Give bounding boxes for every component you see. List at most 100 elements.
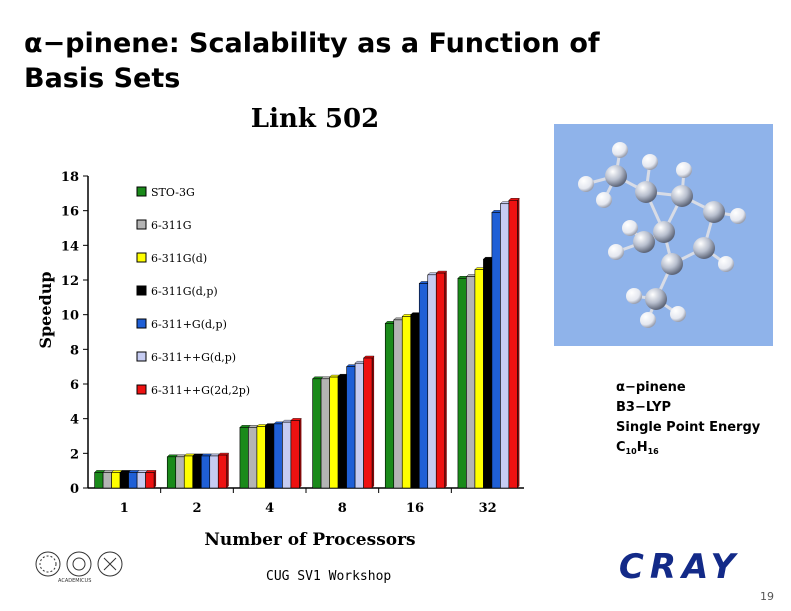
y-tick-label: 2 [70,447,79,462]
bar [128,472,138,489]
legend-label: 6-311G(d,p) [151,285,218,298]
bar [94,472,104,489]
page-number: 19 [760,590,774,603]
legend-label: 6-311++G(2d,2p) [151,384,250,397]
y-tick-label: 16 [61,205,79,220]
bar [145,472,155,489]
formula-h-sub: 16 [647,447,659,456]
footer-text: CUG SV1 Workshop [266,569,392,584]
y-tick-label: 14 [61,239,79,254]
bar [354,362,364,489]
plot-area [88,176,524,488]
y-tick-label: 4 [70,413,79,428]
bar [466,276,476,489]
caption-name: α−pinene [616,378,786,398]
bar [217,454,228,489]
bar [290,420,300,489]
bar [256,426,266,489]
bar [239,427,249,489]
legend-label: 6-311+G(d,p) [151,318,227,331]
caption-greek-alpha: α [616,380,625,395]
bar [183,455,194,489]
bar [329,376,339,489]
bar-top [508,198,520,201]
bar [136,472,146,489]
y-axis-label: Speedup [36,271,55,349]
bar [209,455,219,489]
bar-side [444,271,447,488]
legend-swatch [136,318,147,329]
bar [273,423,283,489]
bar [200,455,211,489]
x-tick-label: 2 [192,501,201,516]
bar [393,319,403,489]
y-tick-label: 6 [70,378,79,393]
x-tick-label: 4 [265,501,274,516]
molecule-image [554,124,773,346]
molecule-caption: α−pinene B3−LYP Single Point Energy C10H… [616,378,786,462]
bar-side [154,470,157,488]
bar-side [517,198,520,488]
legend-swatch [136,186,147,197]
bar-side [226,453,229,488]
y-tick-label: 18 [61,170,79,185]
bar [435,272,446,489]
seal-logos-icon: ACADEMICUS [35,551,123,584]
caption-name-rest: −pinene [624,380,686,395]
caption-formula: C10H16 [616,438,786,462]
molecule-3d-model [578,142,746,328]
cray-logo-text: CRAY [619,548,741,587]
x-tick-label: 32 [479,501,497,516]
bar [102,472,112,489]
legend-swatch [136,384,147,395]
x-tick-label: 1 [120,501,129,516]
bar [265,425,275,489]
bar [363,357,373,489]
cray-logo: CRAY [585,547,775,592]
x-tick-label: 8 [338,501,347,516]
bar [474,269,484,489]
legend-swatch [136,351,147,362]
y-tick-label: 0 [70,482,79,497]
y-tick-label: 8 [70,343,79,358]
university-logos: ACADEMICUS [34,548,134,588]
bar [457,277,467,489]
bar [312,378,322,489]
seal-caption: ACADEMICUS [58,578,91,584]
bar [119,472,129,489]
y-tick-label: 10 [61,309,79,324]
bar [320,378,330,489]
legend-label: 6-311++G(d,p) [151,351,236,364]
bar [500,203,510,489]
bar [491,212,501,489]
bar [508,199,518,489]
bar [418,283,429,489]
slide-title: α−pinene: Scalability as a Function of B… [24,26,664,96]
title-line2: Basis Sets [24,63,181,94]
bar-side [372,356,375,488]
legend-label: 6-311G(d) [151,252,207,265]
legend-swatch [136,252,147,263]
bar [111,472,121,489]
legend-label: STO-3G [151,186,195,199]
caption-task: Single Point Energy [616,420,761,435]
formula-h: H [636,440,648,455]
formula-c-sub: 10 [625,447,637,456]
formula-c: C [616,440,626,455]
bar [337,375,347,489]
bar [384,323,395,489]
bar [175,456,185,489]
legend-label: 6-311G [151,219,192,232]
x-axis-label: Number of Processors [204,530,416,550]
bar [427,274,437,489]
legend-swatch [136,285,147,296]
title-greek-alpha: α [24,28,43,59]
bar-side [299,418,302,488]
chart-title: Link 502 [250,104,380,134]
bar [410,314,420,489]
bar [166,456,177,489]
cray-wordmark-icon: CRAY [619,547,741,587]
bar [401,316,412,489]
bar [346,366,356,489]
